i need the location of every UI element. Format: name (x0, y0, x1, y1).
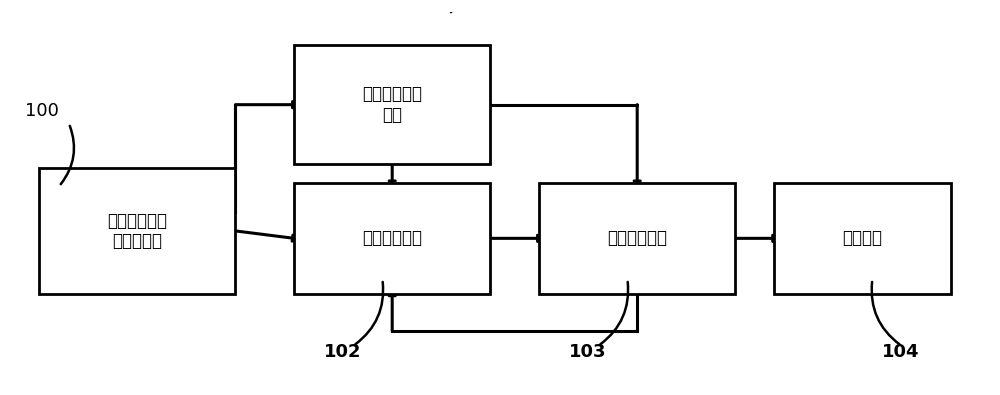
Text: 行人航位推算
模块: 行人航位推算 模块 (362, 85, 422, 124)
Text: 103: 103 (569, 343, 606, 361)
FancyBboxPatch shape (294, 182, 490, 294)
FancyBboxPatch shape (39, 168, 235, 294)
FancyBboxPatch shape (774, 182, 951, 294)
Text: 定位融合模块: 定位融合模块 (607, 229, 667, 247)
Text: 104: 104 (882, 343, 920, 361)
FancyBboxPatch shape (539, 182, 735, 294)
Text: 磁场定位模块: 磁场定位模块 (362, 229, 422, 247)
Text: 输出模块: 输出模块 (843, 229, 883, 247)
Text: 102: 102 (324, 343, 361, 361)
FancyBboxPatch shape (294, 45, 490, 164)
Text: 100: 100 (25, 102, 59, 120)
Text: 磁场及惯性数
据获取模块: 磁场及惯性数 据获取模块 (107, 211, 167, 250)
